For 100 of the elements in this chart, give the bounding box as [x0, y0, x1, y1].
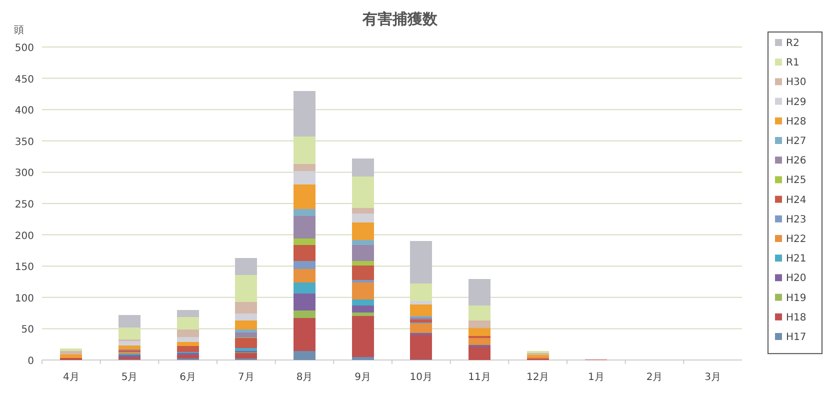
- x-tick-label: 10月: [410, 372, 433, 383]
- bar: [294, 170, 316, 185]
- legend-label: H19: [786, 292, 806, 304]
- bar: [294, 216, 316, 239]
- bar: [294, 209, 316, 216]
- bar: [235, 329, 258, 332]
- bar: [294, 90, 316, 137]
- bar: [235, 353, 258, 359]
- x-tick-label: 3月: [704, 372, 722, 383]
- bar: [176, 342, 199, 346]
- y-tick-label: 400: [14, 106, 34, 117]
- legend-label: R2: [786, 38, 800, 49]
- legend-label: H17: [786, 332, 806, 343]
- legend-label: H25: [786, 175, 806, 186]
- bar: [352, 244, 374, 262]
- bar: [352, 176, 374, 208]
- bar: [294, 282, 316, 294]
- y-tick-label: 100: [14, 293, 34, 304]
- bar: [410, 319, 432, 322]
- y-tick-label: 200: [14, 230, 34, 242]
- bar: [352, 265, 374, 280]
- legend-label: H24: [786, 194, 806, 206]
- bar: [235, 258, 258, 275]
- y-tick-label: 0: [28, 356, 34, 367]
- bar: [352, 208, 374, 214]
- bar: [352, 282, 374, 300]
- bar: [118, 314, 140, 328]
- bar: [352, 222, 374, 240]
- y-tick-label: 300: [14, 168, 34, 180]
- bar: [235, 302, 258, 314]
- bar: [118, 356, 140, 360]
- legend-label: H29: [786, 96, 806, 108]
- legend-label: H23: [786, 214, 806, 226]
- bar: [294, 351, 316, 360]
- bar: [235, 320, 258, 330]
- x-tick-label: 8月: [296, 372, 313, 383]
- bar: [294, 244, 316, 262]
- bar: [235, 314, 258, 321]
- x-tick-label: 6月: [180, 372, 196, 383]
- x-tick-label: 9月: [354, 372, 372, 383]
- bar: [176, 346, 199, 352]
- legend-label: H21: [786, 254, 806, 265]
- bar: [352, 306, 374, 312]
- x-tick-label: 11月: [468, 372, 491, 383]
- legend-label: H30: [786, 77, 806, 88]
- bar: [410, 241, 432, 284]
- legend-label: H22: [786, 234, 806, 245]
- y-tick-label: 50: [21, 324, 34, 336]
- bar: [294, 294, 316, 311]
- bar: [352, 158, 374, 177]
- bar: [294, 136, 316, 164]
- bar: [60, 351, 82, 354]
- bar: [352, 316, 374, 357]
- bar: [235, 338, 258, 348]
- bar: [294, 269, 316, 282]
- y-tick-label: 500: [14, 43, 34, 54]
- bar: [410, 284, 432, 302]
- y-tick-label: 450: [14, 74, 34, 86]
- x-tick-label: 5月: [121, 372, 138, 383]
- legend-label: H27: [786, 136, 806, 147]
- bar: [294, 318, 316, 352]
- bar: [176, 329, 199, 337]
- bar: [468, 279, 490, 306]
- bar: [352, 240, 374, 245]
- bar: [352, 214, 374, 222]
- bar: [410, 301, 432, 304]
- bar: [468, 328, 490, 336]
- bar: [468, 338, 490, 345]
- bar: [235, 274, 258, 302]
- bar: [468, 306, 490, 321]
- bar: [352, 299, 374, 306]
- bar: [60, 354, 82, 358]
- chart-title: 有害捕獲数: [362, 10, 438, 28]
- y-axis-title: 頭: [14, 25, 24, 36]
- y-tick-label: 250: [14, 200, 34, 210]
- bar: [176, 310, 199, 317]
- legend-label: H18: [786, 312, 806, 324]
- x-tick-label: 4月: [62, 372, 80, 383]
- x-tick-label: 12月: [526, 372, 550, 383]
- bar: [118, 327, 140, 340]
- bar: [352, 356, 374, 360]
- bar: [294, 310, 316, 318]
- bar: [294, 238, 316, 245]
- bar: [410, 324, 432, 334]
- bar: [176, 316, 199, 330]
- bar: [468, 320, 490, 328]
- y-tick-label: 150: [14, 262, 34, 274]
- bar: [410, 304, 432, 316]
- legend-label: H20: [786, 273, 806, 284]
- bar: [294, 261, 316, 270]
- x-tick-label: 1月: [588, 372, 604, 383]
- bar: [235, 332, 258, 338]
- bar: [352, 261, 374, 266]
- bar: [294, 164, 316, 171]
- legend-label: H26: [786, 156, 806, 167]
- bar: [468, 346, 490, 360]
- bar: [176, 336, 199, 342]
- bar: [352, 280, 374, 282]
- bar: [118, 346, 140, 350]
- bar: [352, 312, 374, 316]
